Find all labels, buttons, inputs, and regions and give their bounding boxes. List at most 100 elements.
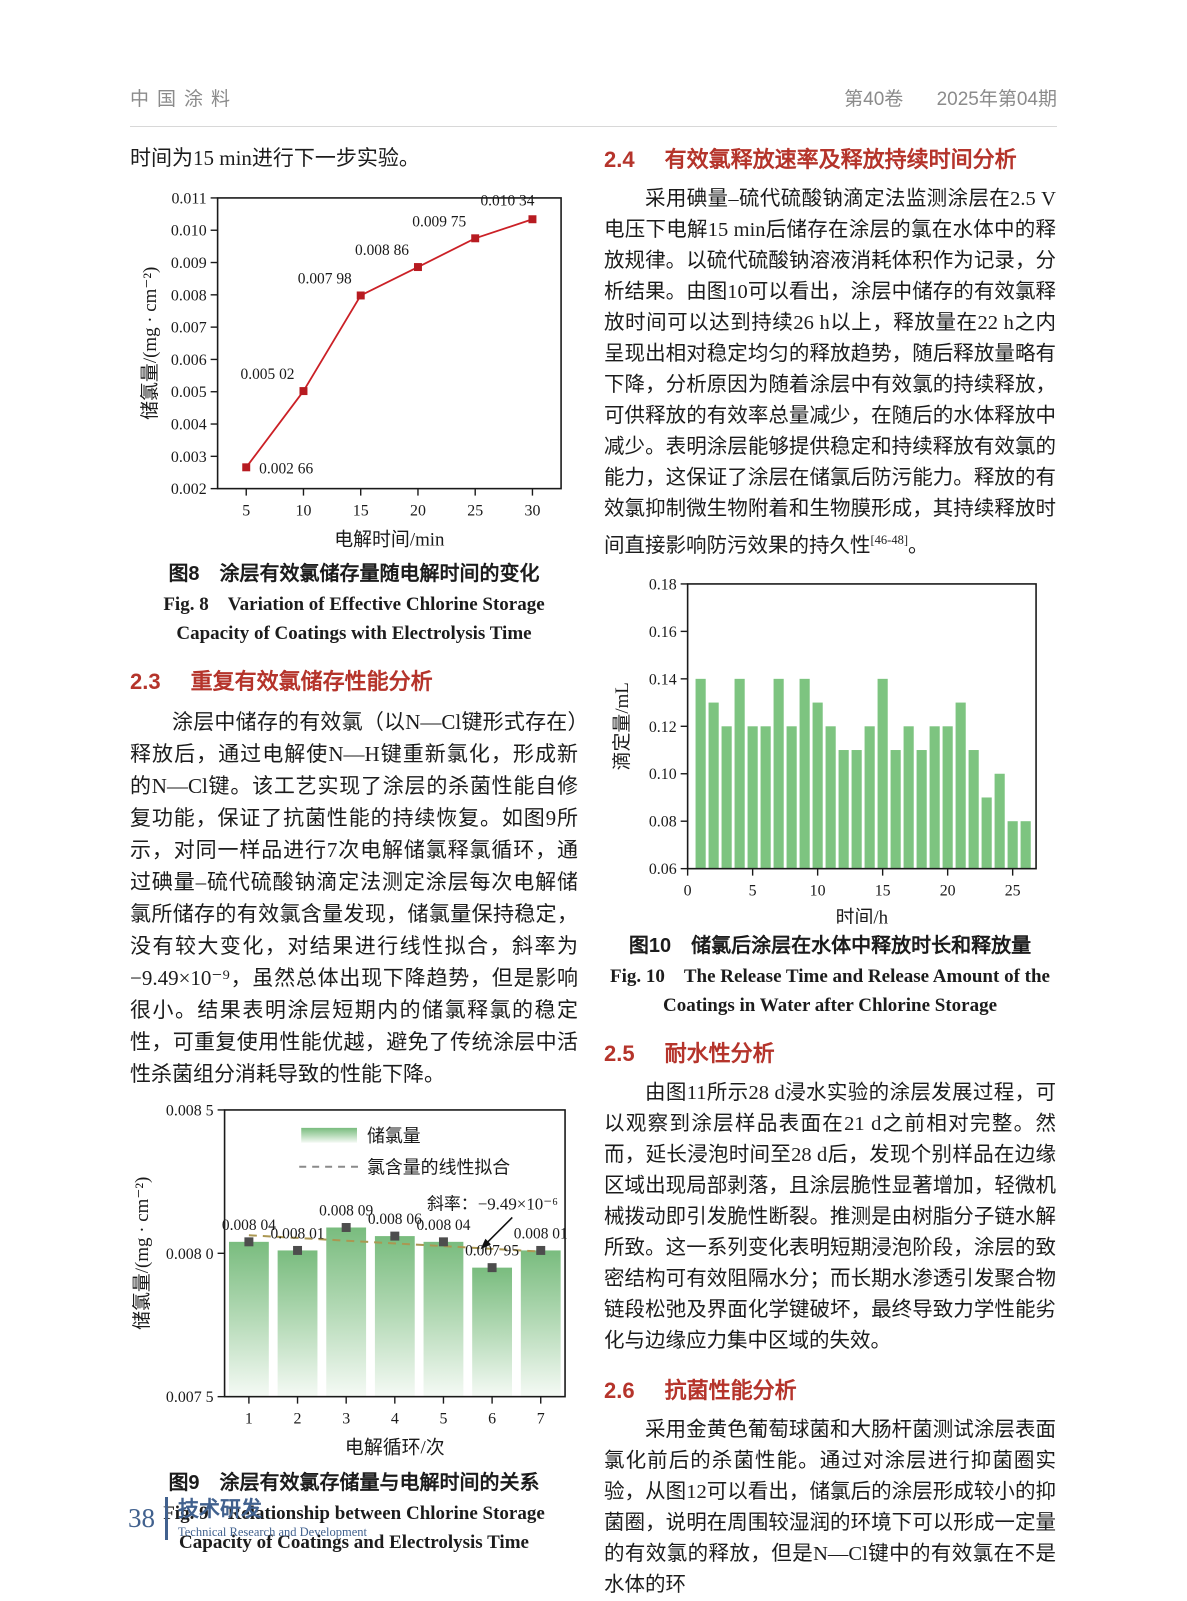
svg-text:储氯量/(mg · cm⁻²): 储氯量/(mg · cm⁻²) <box>131 1177 153 1330</box>
section-2-3-paragraph: 涂层中储存的有效氯（以N—Cl键形式存在）释放后，通过电解使N—H键重新氯化，形… <box>130 710 578 1087</box>
svg-text:10: 10 <box>296 503 312 520</box>
svg-text:15: 15 <box>353 503 369 520</box>
figure-8: 0.002 0.003 0.004 0.005 0.006 0.007 0.008 0.009… <box>130 182 578 552</box>
svg-text:10: 10 <box>810 882 826 899</box>
svg-text:0.005: 0.005 <box>171 384 207 401</box>
svg-text:0.009 75: 0.009 75 <box>412 213 466 230</box>
svg-text:0.005 02: 0.005 02 <box>241 366 295 383</box>
section-2-4-text: 采用碘量–硫代硫酸钠滴定法监测涂层在2.5 V电压下电解15 min后储存在涂层… <box>604 188 1056 557</box>
svg-text:20: 20 <box>410 503 426 520</box>
svg-text:0.06: 0.06 <box>649 861 677 878</box>
section-2-6-heading: 2.6 抗菌性能分析 <box>604 1373 1056 1405</box>
section-2-4-title: 有效氯释放速率及释放持续时间分析 <box>664 147 1017 172</box>
section-2-5-heading: 2.5 耐水性分析 <box>604 1036 1056 1068</box>
section-2-5-title: 耐水性分析 <box>664 1041 775 1067</box>
svg-text:2: 2 <box>294 1411 302 1428</box>
section-2-5-number: 2.5 <box>604 1041 635 1067</box>
svg-text:30: 30 <box>524 503 540 520</box>
svg-text:0.18: 0.18 <box>649 576 677 593</box>
svg-text:0.002: 0.002 <box>171 481 207 498</box>
svg-text:电解时间/min: 电解时间/min <box>334 528 445 550</box>
figure-8-chart: 0.002 0.003 0.004 0.005 0.006 0.007 0.008 0.009… <box>139 190 562 550</box>
footer-section: 技术研发 Technical Research and Development <box>178 1497 367 1540</box>
svg-text:0.008 5: 0.008 5 <box>166 1103 214 1120</box>
svg-text:0.007 95: 0.007 95 <box>465 1243 519 1260</box>
svg-text:25: 25 <box>467 503 483 520</box>
section-2-3-heading: 2.3 重复有效氯储存性能分析 <box>130 664 578 696</box>
svg-text:0.008 04: 0.008 04 <box>416 1217 470 1234</box>
figure-10: 0.06 0.08 0.10 0.12 0.14 0.16 0.18 0 5 10 15 20 25 时间… <box>604 570 1056 924</box>
svg-text:0.008 04: 0.008 04 <box>222 1217 276 1234</box>
volume-issue: 第40卷 2025年第04期 <box>844 84 1057 111</box>
svg-text:20: 20 <box>940 882 956 899</box>
svg-text:氯含量的线性拟合: 氯含量的线性拟合 <box>367 1158 510 1178</box>
footer-section-en: Technical Research and Development <box>178 1525 367 1539</box>
footer-section-zh: 技术研发 <box>178 1498 262 1521</box>
svg-text:斜率：−9.49×10⁻⁶: 斜率：−9.49×10⁻⁶ <box>427 1195 558 1214</box>
svg-text:0.14: 0.14 <box>649 671 677 688</box>
intro-paragraph: 时间为15 min进行下一步实验。 <box>130 146 420 170</box>
figure-8-caption-zh: 图8 涂层有效氯储存量随电解时间的变化 <box>168 563 540 586</box>
svg-text:0.08: 0.08 <box>649 814 677 831</box>
svg-text:0.008: 0.008 <box>171 287 207 304</box>
section-2-4-period: 。 <box>908 534 929 557</box>
svg-text:0.003: 0.003 <box>171 449 207 466</box>
svg-text:0.008 01: 0.008 01 <box>514 1226 568 1243</box>
svg-text:5: 5 <box>439 1411 447 1428</box>
svg-text:储氯量/(mg · cm⁻²): 储氯量/(mg · cm⁻²) <box>139 267 161 420</box>
svg-text:0.008 06: 0.008 06 <box>368 1211 422 1228</box>
svg-text:1: 1 <box>245 1411 253 1428</box>
svg-text:储氯量: 储氯量 <box>367 1126 421 1146</box>
svg-text:滴定量/mL: 滴定量/mL <box>611 682 633 770</box>
svg-text:4: 4 <box>391 1411 399 1428</box>
figure-10-chart: 0.06 0.08 0.10 0.12 0.14 0.16 0.18 0 5 10 15 20 25 时间… <box>611 576 1037 924</box>
svg-text:3: 3 <box>342 1411 350 1428</box>
svg-text:电解循环/次: 电解循环/次 <box>345 1437 445 1459</box>
section-2-6-paragraph: 采用金黄色葡萄球菌和大肠杆菌测试涂层表面氯化前后的杀菌性能。通过对涂层进行抑菌圈… <box>604 1419 1056 1597</box>
figure-8-caption-en: Fig. 8 Variation of Effective Chlorine S… <box>163 594 545 645</box>
page-footer: 38 技术研发 Technical Research and Developme… <box>128 1497 367 1540</box>
svg-text:0.002 66: 0.002 66 <box>259 460 313 477</box>
section-2-3-number: 2.3 <box>130 669 161 695</box>
svg-text:0.007: 0.007 <box>171 320 207 337</box>
right-column: 2.4 有效氯释放速率及释放持续时间分析 采用碘量–硫代硫酸钠滴定法监测涂层在2.… <box>604 142 1056 1601</box>
citation-ref: [46-48] <box>870 533 909 547</box>
svg-text:5: 5 <box>242 503 250 520</box>
page-header: 中国涂料 第40卷 2025年第04期 <box>130 84 1057 127</box>
page-number: 38 <box>128 1503 155 1533</box>
svg-text:5: 5 <box>749 882 757 899</box>
svg-text:7: 7 <box>537 1411 545 1428</box>
journal-title: 中国涂料 <box>130 89 239 110</box>
figure-9-chart: 0.007 50.008 00.008 50.008 040.008 010.0… <box>131 1103 568 1459</box>
svg-text:0.010: 0.010 <box>171 223 207 240</box>
svg-text:0.16: 0.16 <box>649 624 677 641</box>
left-column: 时间为15 min进行下一步实验。 0.002 0.003 0.004 0.005 0.… <box>130 142 578 1561</box>
figure-10-caption-en: Fig. 10 The Release Time and Release Amo… <box>610 966 1050 1017</box>
section-2-3-title: 重复有效氯储存性能分析 <box>190 669 433 695</box>
svg-text:0.008 86: 0.008 86 <box>355 242 409 259</box>
svg-text:25: 25 <box>1005 882 1021 899</box>
section-2-5-paragraph: 由图11所示28 d浸水实验的涂层发展过程，可以观察到涂层样品表面在21 d之前… <box>604 1082 1056 1353</box>
figure-9: 0.007 5 0.008 0 0.008 5 0.008 04 0.008 01 0.0… <box>130 1098 578 1460</box>
volume-label: 第40卷 <box>844 89 904 110</box>
svg-text:0.004: 0.004 <box>171 417 207 434</box>
svg-text:0: 0 <box>684 882 692 899</box>
svg-text:时间/h: 时间/h <box>836 906 889 924</box>
figure-9-caption-en: Fig. 9 Relationship between Chlorine Sto… <box>163 1502 545 1553</box>
svg-text:0.007 98: 0.007 98 <box>298 271 352 288</box>
svg-text:0.011: 0.011 <box>171 190 206 207</box>
svg-text:0.008 0: 0.008 0 <box>166 1246 214 1263</box>
section-2-4-paragraph: 采用碘量–硫代硫酸钠滴定法监测涂层在2.5 V电压下电解15 min后储存在涂层… <box>604 184 1056 562</box>
svg-text:0.12: 0.12 <box>649 719 677 736</box>
footer-divider <box>165 1497 168 1540</box>
svg-text:0.007 5: 0.007 5 <box>166 1389 214 1406</box>
svg-text:0.010 34: 0.010 34 <box>480 192 534 209</box>
figure-10-caption-zh: 图10 储氯后涂层在水体中释放时长和释放量 <box>628 935 1032 958</box>
section-2-4-heading: 2.4 有效氯释放速率及释放持续时间分析 <box>604 142 1056 174</box>
svg-text:0.006: 0.006 <box>171 352 207 369</box>
svg-text:6: 6 <box>488 1411 496 1428</box>
section-2-4-number: 2.4 <box>604 147 635 172</box>
section-2-6-number: 2.6 <box>604 1378 635 1404</box>
svg-text:0.008 01: 0.008 01 <box>271 1226 325 1243</box>
